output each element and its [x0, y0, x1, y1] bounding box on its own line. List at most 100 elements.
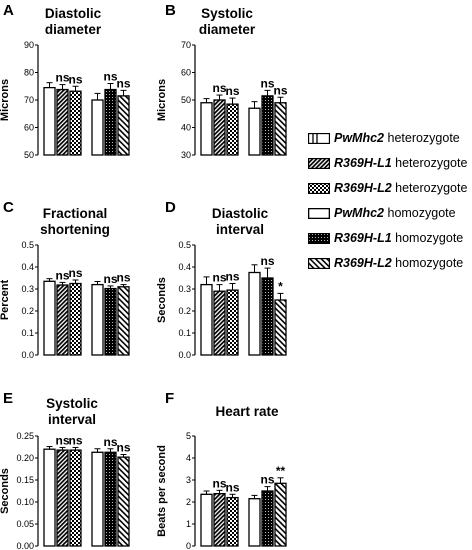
bar — [261, 95, 274, 156]
panel-letter: C — [3, 199, 14, 216]
bar — [226, 103, 239, 156]
bar — [91, 283, 104, 356]
bar — [69, 282, 82, 356]
panel-letter: B — [165, 2, 176, 19]
y-tick-label: 0 — [186, 541, 191, 550]
bar — [226, 289, 239, 356]
bar — [261, 490, 274, 547]
bar — [43, 280, 56, 356]
significance-label: ns — [103, 272, 117, 286]
legend-label-genotype: R369H-L1 — [334, 231, 392, 245]
bar — [91, 451, 104, 547]
y-tick-label: 3 — [186, 475, 191, 485]
y-tick-label: 0.20 — [16, 453, 34, 463]
significance-label: ns — [212, 271, 226, 285]
significance-label: ns — [273, 83, 287, 97]
significance-label: ns — [55, 268, 69, 282]
legend-swatch — [308, 208, 330, 219]
y-tick-label: 2 — [186, 497, 191, 507]
legend-item: PwMhc2 homozygote — [308, 205, 472, 230]
bar — [200, 102, 213, 156]
y-tick-label: 0.5 — [178, 240, 191, 250]
significance-label: ns — [225, 270, 239, 284]
significance-label: ns — [55, 433, 69, 447]
y-tick-label: 40 — [181, 123, 191, 133]
panel-letter: E — [3, 390, 13, 407]
bar — [248, 271, 261, 356]
y-tick-label: 50 — [24, 150, 34, 160]
y-tick-label: 0.0 — [21, 350, 34, 360]
legend-swatch — [308, 133, 330, 144]
y-tick-label: 60 — [24, 123, 34, 133]
y-axis-label: Seconds — [156, 277, 168, 323]
significance-label: ns — [116, 271, 130, 285]
y-axis-label: Percent — [0, 279, 11, 320]
legend-label-zygosity: heterozygote — [391, 156, 468, 170]
bar — [104, 88, 117, 156]
significance-label: * — [278, 279, 283, 293]
bar — [43, 86, 56, 156]
bar — [213, 290, 226, 356]
legend-swatch — [308, 233, 330, 244]
bar — [104, 287, 117, 356]
legend-item: R369H-L2 heterozygote — [308, 180, 472, 205]
significance-label: ns — [103, 435, 117, 449]
legend-swatch — [308, 183, 330, 194]
legend-item: R369H-L2 homozygote — [308, 255, 472, 280]
bar — [248, 498, 261, 547]
bar — [117, 286, 130, 356]
significance-label: ns — [55, 71, 69, 85]
y-tick-label: 60 — [181, 68, 191, 78]
y-axis-label: Microns — [156, 79, 168, 121]
y-tick-label: 90 — [24, 40, 34, 50]
significance-label: ns — [68, 72, 82, 86]
legend-label-genotype: R369H-L2 — [334, 256, 392, 270]
y-tick-label: 0.4 — [21, 262, 34, 272]
chart-title: Heart rate — [215, 404, 279, 419]
bar — [69, 449, 82, 547]
legend-item: PwMhc2 heterozygote — [308, 130, 472, 155]
bar — [261, 277, 274, 356]
chart-title: interval — [48, 412, 96, 427]
y-tick-label: 0.00 — [16, 541, 34, 550]
legend-label-genotype: R369H-L2 — [334, 181, 392, 195]
y-tick-label: 30 — [181, 150, 191, 160]
significance-label: ns — [260, 254, 274, 268]
y-axis-label: Seconds — [0, 468, 11, 514]
legend: PwMhc2 heterozygote R369H-L1 heterozygot… — [308, 130, 472, 280]
legend-label-genotype: PwMhc2 — [334, 131, 385, 145]
significance-label: ns — [225, 84, 239, 98]
y-tick-label: 70 — [181, 40, 191, 50]
legend-label-zygosity: homozygote — [391, 231, 464, 245]
panel-letter: D — [165, 199, 176, 216]
y-tick-label: 0.4 — [178, 262, 191, 272]
y-tick-label: 0.2 — [21, 306, 34, 316]
legend-item: R369H-L1 homozygote — [308, 230, 472, 255]
y-tick-label: 0.25 — [16, 431, 34, 441]
significance-label: ns — [68, 433, 82, 447]
significance-label: ns — [260, 473, 274, 487]
significance-label: ns — [212, 476, 226, 490]
y-tick-label: 1 — [186, 519, 191, 529]
significance-label: ns — [116, 440, 130, 454]
legend-label-zygosity: homozygote — [384, 206, 456, 220]
bar — [43, 448, 56, 547]
bar — [213, 99, 226, 156]
y-tick-label: 0.1 — [178, 328, 191, 338]
legend-label-genotype: R369H-L1 — [334, 156, 392, 170]
significance-label: ns — [103, 70, 117, 84]
chart-title: diameter — [45, 22, 102, 37]
y-tick-label: 80 — [24, 68, 34, 78]
y-tick-label: 0.2 — [178, 306, 191, 316]
bar — [200, 283, 213, 356]
y-tick-label: 0.15 — [16, 475, 34, 485]
y-tick-label: 0.10 — [16, 497, 34, 507]
chart-title: interval — [216, 222, 264, 237]
bar — [274, 482, 287, 547]
legend-swatch — [308, 158, 330, 169]
y-tick-label: 50 — [181, 95, 191, 105]
